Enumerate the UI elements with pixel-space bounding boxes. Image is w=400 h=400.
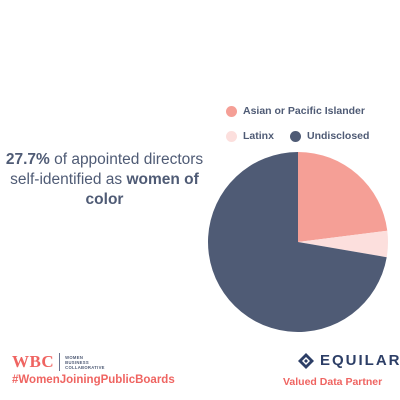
wbc-logo-words: WOMEN BUSINESS COLLABORATIVE [65,355,105,370]
legend-item-undisclosed: Undisclosed [290,130,369,142]
headline-emphasis: women of color [85,171,199,208]
equilar-name: EQUILAR [320,352,400,369]
logo-divider [59,353,61,371]
pie-slice-asian-or-pacific-islander [298,152,388,242]
headline: 27.7% of appointed directors self-identi… [2,150,207,210]
legend-label: Latinx [243,130,274,142]
partner-label: Valued Data Partner [283,376,383,388]
legend-label: Asian or Pacific Islander [243,105,365,117]
pie-chart [208,152,388,332]
wbc-word: COLLABORATIVE [65,364,105,370]
headline-text: of appointed directors self-identified a… [10,151,204,188]
equilar-logo: EQUILAR [298,352,400,369]
headline-percent: 27.7% [5,151,50,168]
hashtag: #WomenJoiningPublicBoards [12,374,175,386]
legend-swatch [226,105,237,117]
legend-swatch [226,130,237,142]
legend-swatch [290,130,301,142]
equilar-diamond-icon [298,352,314,369]
legend-label: Undisclosed [307,130,370,142]
pie-slice-undisclosed [208,152,387,332]
wbc-logo-letters: WBC [12,352,55,371]
pie-slice-latinx [298,230,388,258]
wbc-logo: WBC WOMEN BUSINESS COLLABORATIVE [12,352,105,372]
legend-item-asian-pacific-islander: Asian or Pacific Islander [226,105,365,117]
legend-item-latinx: Latinx [226,130,274,142]
wbc-word: BUSINESS [65,359,89,365]
wbc-word: WOMEN [65,354,84,360]
